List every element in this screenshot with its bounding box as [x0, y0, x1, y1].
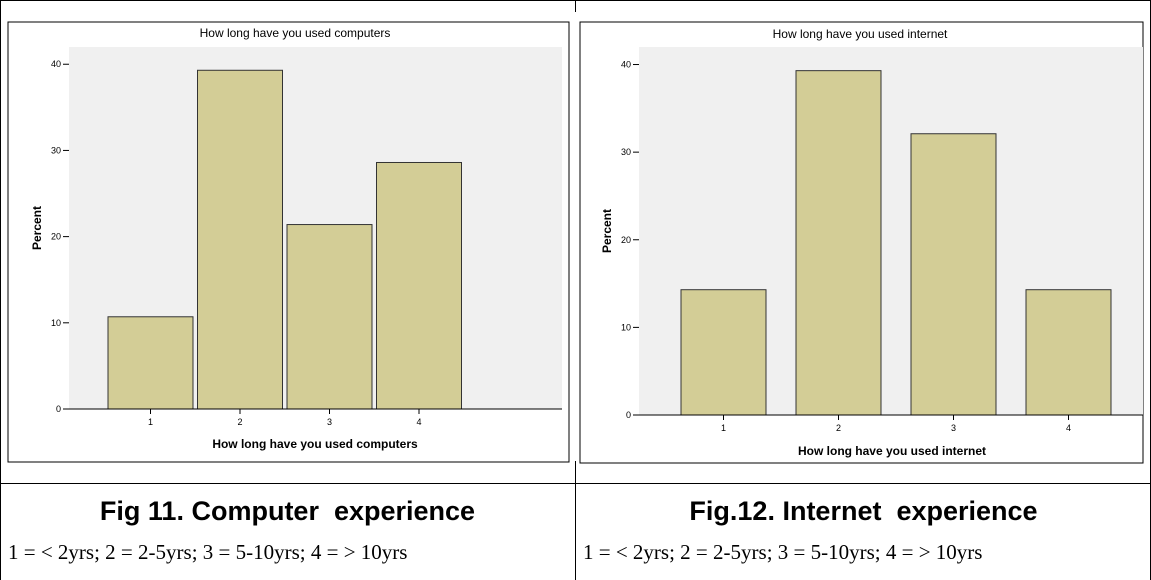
y-tick-label: 20 — [51, 232, 61, 242]
y-tick-label: 0 — [626, 410, 631, 420]
chart-title: How long have you used internet — [773, 27, 948, 41]
divider-horizontal — [0, 483, 1151, 484]
x-tick-label: 1 — [148, 417, 153, 427]
y-tick-label: 10 — [621, 322, 631, 332]
x-tick-label: 2 — [237, 417, 242, 427]
divider-vertical-mid — [575, 461, 576, 483]
x-tick-label: 2 — [836, 423, 841, 433]
divider-vertical-lower — [575, 483, 576, 580]
left-figure-caption: Fig 11. Computer experience — [99, 496, 476, 526]
x-tick-label: 4 — [416, 417, 421, 427]
bar-2 — [795, 70, 882, 416]
y-tick-label: 0 — [56, 404, 61, 414]
divider-left — [0, 0, 1, 580]
y-tick-label: 10 — [51, 318, 61, 328]
y-tick-label: 40 — [621, 60, 631, 70]
bar-3 — [286, 224, 373, 410]
bar-3 — [910, 133, 997, 416]
y-axis-label: Percent — [30, 206, 44, 250]
right-figure-caption: Fig.12. Internet experience — [689, 496, 1038, 526]
y-tick-label: 30 — [51, 145, 61, 155]
bar-1 — [107, 316, 194, 410]
y-tick-label: 20 — [621, 235, 631, 245]
y-tick-label: 30 — [621, 147, 631, 157]
x-tick-label: 3 — [327, 417, 332, 427]
x-tick-label: 3 — [951, 423, 956, 433]
bar-4 — [1025, 289, 1112, 416]
y-axis-label: Percent — [600, 209, 614, 253]
x-tick-label: 1 — [721, 423, 726, 433]
chart-title: How long have you used computers — [200, 26, 391, 40]
bar-1 — [680, 289, 767, 416]
bar-4 — [376, 161, 462, 410]
left-category-legend: 1 = < 2yrs; 2 = 2-5yrs; 3 = 5-10yrs; 4 =… — [8, 540, 408, 564]
right-category-legend: 1 = < 2yrs; 2 = 2-5yrs; 3 = 5-10yrs; 4 =… — [583, 540, 983, 564]
x-axis-label: How long have you used computers — [212, 437, 418, 451]
x-axis-label: How long have you used internet — [798, 444, 986, 458]
y-tick-label: 40 — [51, 59, 61, 69]
x-tick-label: 4 — [1066, 423, 1071, 433]
bar-2 — [197, 69, 283, 410]
divider-vertical-upper — [575, 0, 576, 12]
